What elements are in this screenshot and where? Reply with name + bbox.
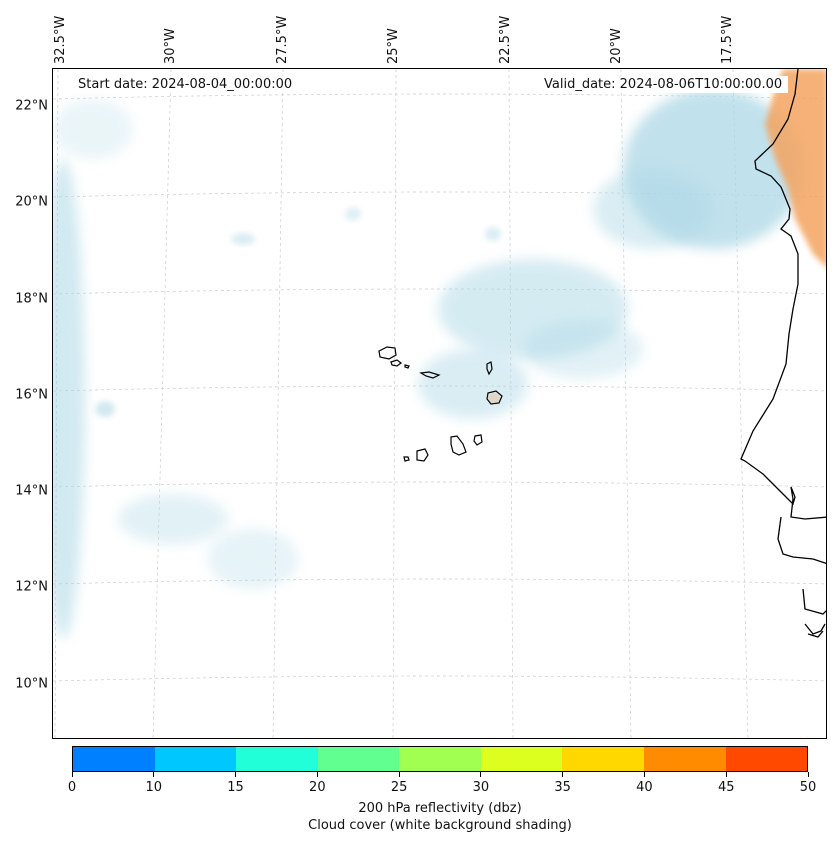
colorbar-tick	[235, 772, 237, 777]
colorbar-segment	[399, 747, 481, 771]
colorbar-sublabel: Cloud cover (white background shading)	[308, 818, 572, 833]
colorbar-tick-label: 25	[390, 780, 408, 795]
colorbar-tick-label: 45	[717, 780, 735, 795]
colorbar-tick	[725, 772, 727, 777]
colorbar-tick-label: 40	[636, 780, 653, 795]
colorbar-tick-label: 30	[472, 780, 490, 795]
cloud-patch-small-2	[231, 233, 255, 245]
coastline-guinea	[777, 516, 826, 565]
cloud-patch-central-2	[523, 319, 643, 379]
colorbar-tick	[807, 772, 809, 777]
refl-island	[488, 393, 500, 403]
lat-label-14n: 14°N	[15, 483, 48, 499]
island-santo-antao	[378, 346, 397, 360]
lat-label-22n: 22°N	[15, 98, 48, 114]
cloud-patch-southwest-2	[208, 529, 298, 589]
colorbar-tick	[643, 772, 645, 777]
cloud-patch-small-1	[95, 401, 115, 417]
coastline-bijagos	[804, 623, 826, 638]
refl-region-northeast	[765, 69, 826, 267]
colorbar-segment	[480, 747, 563, 771]
colorbar-tick	[153, 772, 155, 777]
colorbar-tick-label: 10	[145, 780, 163, 795]
lat-label-18n: 18°N	[15, 291, 48, 307]
lon-label-22-5w: 22.5°W	[498, 15, 513, 64]
colorbar-segment	[725, 747, 808, 771]
map-canvas	[53, 69, 826, 738]
colorbar-segment	[73, 747, 155, 771]
colorbar	[72, 746, 808, 772]
colorbar-tick-label: 50	[799, 780, 817, 795]
lat-label-10n: 10°N	[15, 676, 48, 692]
graticule	[53, 69, 826, 738]
island-boa-vista	[486, 390, 503, 405]
island-sal	[486, 361, 493, 376]
lon-label-25w: 25°W	[386, 28, 401, 64]
cloud-patch-northeast-2	[593, 169, 713, 249]
colorbar-label: 200 hPa reflectivity (dbz)	[358, 801, 522, 816]
lon-label-20w: 20°W	[609, 28, 624, 64]
lat-label-20n: 20°N	[15, 194, 48, 210]
map-panel[interactable]	[52, 68, 827, 739]
colorbar-tick	[316, 772, 318, 777]
lon-label-27-5w: 27.5°W	[275, 15, 290, 64]
colorbar-segment	[317, 747, 400, 771]
island-fogo	[416, 448, 429, 462]
valid-date-label: Valid_date: 2024-08-06T10:00:00.00	[538, 76, 789, 93]
colorbar-segment	[562, 747, 644, 771]
cloud-patch-small-4	[485, 227, 501, 241]
island-maio	[473, 434, 483, 446]
colorbar-tick	[480, 772, 482, 777]
colorbar-tick-label: 35	[554, 780, 571, 795]
coastline-africa	[740, 69, 826, 520]
cloud-cover-shading	[53, 89, 803, 639]
cloud-patch-west-edge	[53, 159, 85, 639]
colorbar-tick	[398, 772, 400, 777]
lat-label-12n: 12°N	[15, 579, 48, 595]
island-santiago	[450, 435, 467, 456]
cloud-patch-southwest	[118, 494, 228, 544]
island-sao-nicolau	[419, 371, 441, 379]
island-sao-vicente	[390, 359, 402, 367]
colorbar-segment	[154, 747, 237, 771]
lon-label-30w: 30°W	[163, 28, 178, 64]
reflectivity-shading	[488, 69, 826, 403]
cloud-patch-islands	[418, 349, 528, 419]
lon-label-32-5w: 32.5°W	[53, 15, 68, 64]
lon-label-17-5w: 17.5°W	[720, 15, 735, 64]
cape-verde-islands	[378, 346, 503, 462]
coastlines	[740, 69, 826, 638]
colorbar-segment	[236, 747, 318, 771]
colorbar-tick-label: 0	[67, 780, 77, 795]
island-brava	[403, 456, 410, 462]
lat-label-16n: 16°N	[15, 387, 48, 403]
start-date-label: Start date: 2024-08-04_00:00:00	[72, 76, 299, 93]
cloud-patch-northwest	[53, 99, 133, 159]
island-santa-luzia	[404, 364, 410, 369]
colorbar-tick	[71, 772, 73, 777]
cloud-patch-small-3	[345, 207, 361, 221]
coastline-south	[802, 588, 826, 615]
colorbar-segment	[643, 747, 726, 771]
colorbar-tick	[562, 772, 564, 777]
colorbar-tick-label: 20	[309, 780, 326, 795]
colorbar-tick-label: 15	[227, 780, 244, 795]
